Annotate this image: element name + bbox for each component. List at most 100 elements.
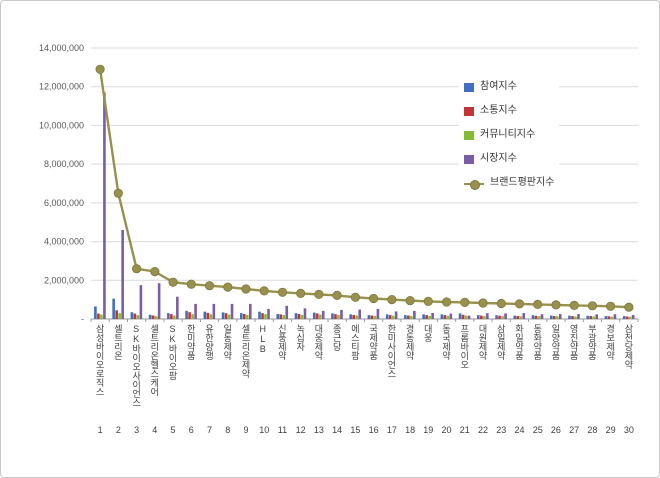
bar-시장지수	[340, 309, 343, 319]
bar-시장지수	[504, 313, 507, 319]
brand-index-marker	[95, 64, 105, 74]
bar-참여지수	[367, 315, 371, 319]
legend-line-marker-swatch	[464, 179, 484, 190]
legend-label: 브랜드평판지수	[490, 177, 555, 188]
bar-시장지수	[321, 310, 325, 319]
brand-index-marker	[150, 266, 160, 277]
bar-참여지수	[167, 313, 170, 319]
bar-참여지수	[331, 313, 334, 319]
bar-참여지수	[239, 313, 243, 319]
bar-시장지수	[595, 314, 599, 319]
bar-참여지수	[349, 314, 352, 319]
bar-소통지수	[480, 315, 483, 319]
brand-index-marker	[441, 297, 452, 307]
bar-참여지수	[586, 315, 590, 319]
brand-index-marker	[533, 299, 543, 309]
y-axis-tick-label: 10,000,000	[39, 120, 84, 130]
bar-소통지수	[297, 313, 301, 319]
bar-커뮤니티지수	[410, 316, 413, 319]
bar-참여지수	[622, 316, 626, 319]
bar-참여지수	[185, 310, 188, 319]
bar-참여지수	[495, 315, 498, 319]
bar-참여지수	[130, 312, 134, 320]
bar-소통지수	[133, 313, 137, 319]
bar-시장지수	[431, 313, 434, 319]
bar-시장지수	[121, 229, 124, 319]
brand-index-marker	[405, 295, 415, 306]
bar-커뮤니티지수	[446, 315, 450, 319]
bar-커뮤니티지수	[100, 314, 103, 319]
bar-커뮤니티지수	[118, 313, 121, 319]
legend-item-5: 브랜드평판지수	[464, 176, 554, 190]
chart-legend: 참여지수 소통지수 커뮤니티지수 시장지수 브랜드평판지수	[459, 77, 560, 193]
brand-index-marker	[423, 296, 433, 306]
bar-소통지수	[224, 313, 228, 319]
brand-index-marker	[460, 297, 470, 307]
brand-index-marker	[496, 298, 506, 309]
y-axis-tick-label: 12,000,000	[39, 82, 84, 92]
y-axis-tick-label: 4,000,000	[44, 237, 84, 247]
legend-label: 참여지수	[480, 81, 517, 92]
bar-참여지수	[404, 315, 407, 319]
bar-시장지수	[212, 303, 216, 319]
legend-item-2: 소통지수	[464, 104, 554, 118]
legend-item-4: 시장지수	[464, 152, 554, 166]
bar-참여지수	[568, 315, 571, 319]
brand-index-marker	[314, 289, 324, 299]
brand-index-marker	[587, 301, 598, 311]
bar-커뮤니티지수	[391, 315, 395, 319]
bar-소통지수	[571, 316, 574, 319]
bar-커뮤니티지수	[300, 314, 304, 319]
bar-커뮤니티지수	[574, 316, 577, 319]
bar-시장지수	[248, 303, 252, 319]
bar-시장지수	[157, 283, 161, 319]
bar-소통지수	[188, 312, 191, 320]
bar-시장지수	[522, 313, 526, 319]
bar-참여지수	[422, 314, 425, 319]
bar-소통지수	[151, 315, 155, 319]
brand-index-marker	[332, 290, 342, 300]
y-axis-tick-label: 2,000,000	[44, 275, 84, 285]
bar-소통지수	[370, 315, 374, 319]
bar-시장지수	[285, 305, 289, 319]
brand-index-marker	[514, 299, 525, 309]
bar-소통지수	[334, 314, 337, 319]
bar-커뮤니티지수	[464, 315, 468, 319]
bar-시장지수	[540, 314, 544, 319]
bar-시장지수	[103, 92, 106, 320]
bar-소통지수	[607, 316, 611, 319]
bar-소통지수	[352, 314, 355, 319]
bar-시장지수	[376, 308, 380, 319]
bar-참여지수	[203, 311, 207, 319]
bar-커뮤니티지수	[245, 314, 249, 319]
bar-시장지수	[176, 296, 179, 319]
bar-소통지수	[407, 315, 410, 319]
bar-시장지수	[577, 314, 580, 319]
legend-color-swatch	[464, 106, 474, 116]
bar-소통지수	[115, 310, 118, 319]
bar-참여지수	[531, 315, 535, 319]
bar-시장지수	[558, 314, 562, 319]
bar-참여지수	[549, 315, 553, 319]
bar-커뮤니티지수	[628, 316, 632, 319]
bar-소통지수	[242, 313, 246, 319]
bar-소통지수	[498, 315, 501, 319]
bar-소통지수	[461, 314, 465, 319]
bar-소통지수	[443, 315, 447, 319]
bar-참여지수	[112, 298, 115, 319]
legend-label: 소통지수	[480, 105, 517, 116]
bar-커뮤니티지수	[428, 315, 431, 319]
bar-참여지수	[477, 315, 480, 319]
bar-참여지수	[513, 315, 517, 319]
legend-label: 시장지수	[480, 153, 517, 164]
brand-index-marker	[350, 292, 360, 302]
bar-참여지수	[221, 312, 225, 319]
bar-소통지수	[589, 316, 593, 319]
bar-참여지수	[385, 314, 389, 319]
brand-index-marker	[132, 264, 142, 274]
bar-소통지수	[425, 315, 428, 319]
brand-index-marker	[605, 301, 616, 311]
bar-커뮤니티지수	[136, 315, 140, 319]
bar-참여지수	[276, 313, 280, 319]
